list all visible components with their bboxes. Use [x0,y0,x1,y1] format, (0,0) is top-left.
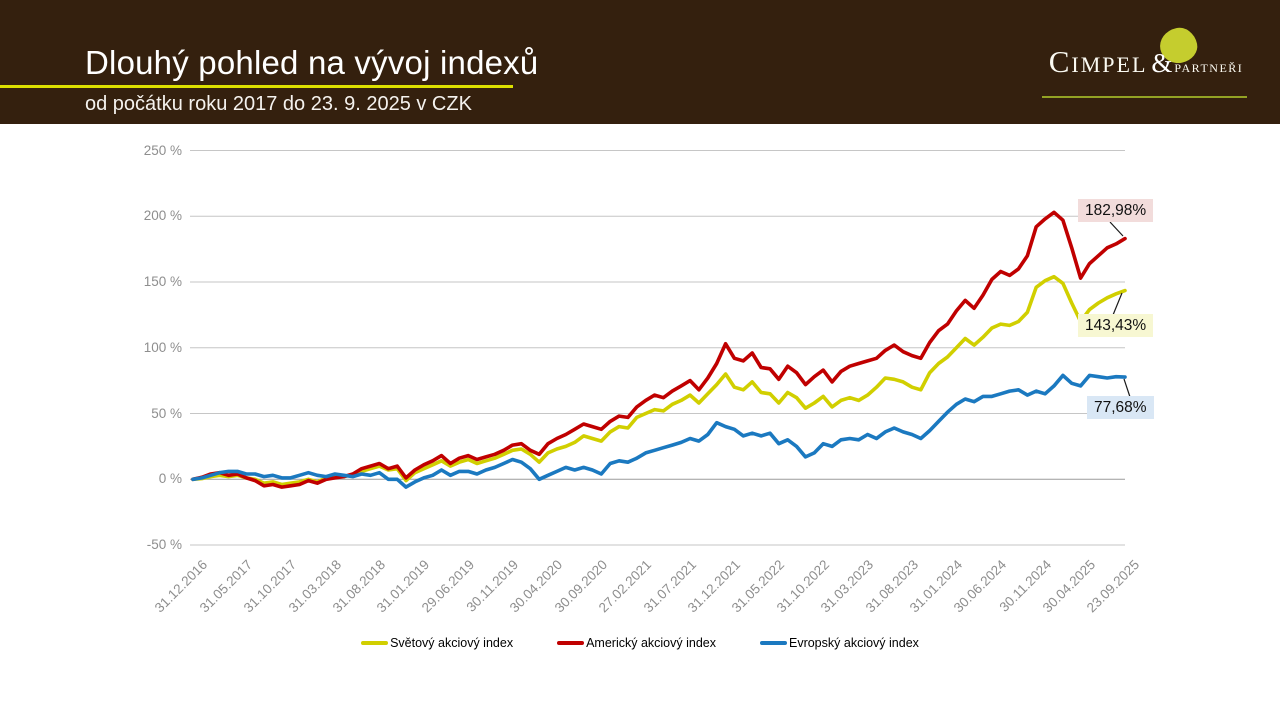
series-line-european [191,373,1127,489]
end-value-label-american: 182,98% [1078,199,1154,223]
end-value-label-european: 77,68% [1087,396,1154,420]
legend-label: Evropský akciový index [788,636,919,650]
y-tick-label: 0 % [158,471,182,487]
legend-swatch-european [759,641,787,645]
logo-text: Cimpel & partneři [1042,46,1250,79]
legend-label: Americký akciový index [586,636,716,650]
y-tick-label: 200 % [143,208,182,224]
end-label-leader [1123,378,1131,398]
company-logo: Cimpel & partneři [1042,24,1250,98]
legend-item-european: Evropský akciový index [759,636,919,650]
page-title: Dlouhý pohled na vývoj indexů [85,44,539,81]
y-tick-label: -50 % [146,537,182,552]
logo-partners: partneři [1174,57,1244,76]
y-tick-label: 150 % [143,274,182,289]
legend-swatch-american [557,641,585,645]
header-bar: Dlouhý pohled na vývoj indexů od počátku… [0,0,1280,124]
legend-label: Světový akciový index [390,636,514,650]
series-line-american [191,210,1127,489]
y-tick-label: 100 % [143,339,182,355]
end-value-label-world: 143,43% [1078,314,1154,338]
end-label-leader [1109,221,1124,237]
page-subtitle: od počátku roku 2017 do 23. 9. 2025 v CZ… [85,93,472,115]
legend-swatch-world [361,641,389,645]
y-tick-label: 250 % [143,142,182,158]
series-line-world [191,274,1127,487]
logo-underline [1042,96,1247,98]
logo-ampersand: & [1151,48,1173,78]
end-label-leader [1112,292,1123,316]
legend-item-american: Americký akciový index [557,636,716,650]
chart-legend: Světový akciový index Americký akciový in… [0,636,1280,650]
logo-name: Cimpel [1048,44,1148,79]
title-underline [0,85,513,88]
y-tick-label: 50 % [151,405,182,421]
legend-item-world: Světový akciový index [361,636,513,650]
